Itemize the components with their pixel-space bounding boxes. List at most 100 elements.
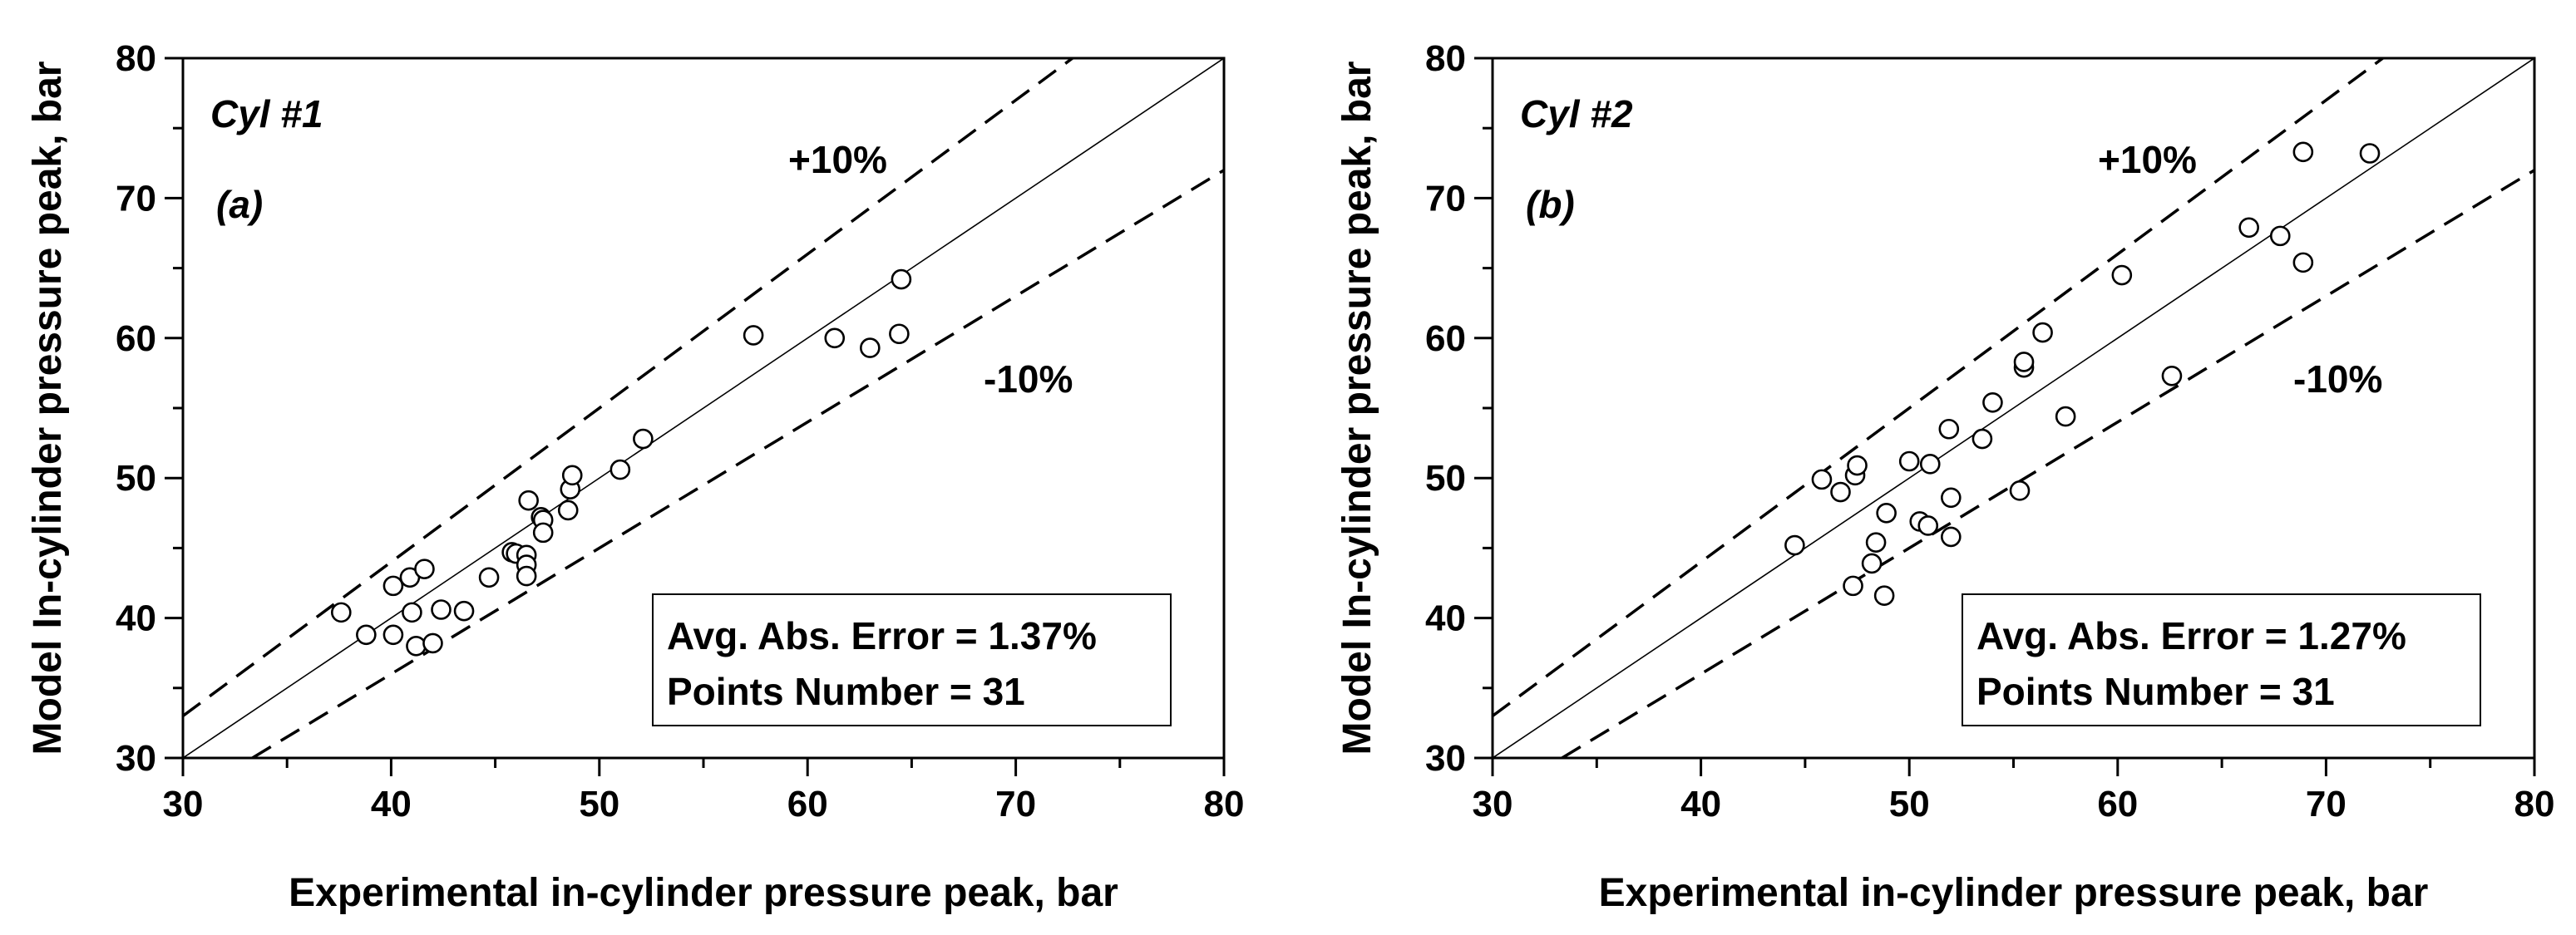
chart1-upper-band-label: +10% — [788, 138, 887, 181]
chart2-y-tick-label: 80 — [1425, 38, 1466, 79]
chart2-y-tick-label: 40 — [1425, 598, 1466, 639]
chart2-data-point — [2292, 252, 2314, 273]
chart1-subplot-label: (a) — [216, 183, 263, 226]
chart2-subplot-label: (b) — [1526, 183, 1575, 226]
chart2-data-point — [1830, 481, 1851, 503]
chart2-data-point — [1971, 428, 1993, 450]
chart1-x-axis-title: Experimental in-cylinder pressure peak, … — [289, 871, 1118, 915]
chart1-x-tick-label: 80 — [1204, 784, 1245, 824]
chart2-avg-error-text: Avg. Abs. Error = 1.27% — [1976, 614, 2406, 657]
chart1-stats-box — [652, 593, 1172, 726]
chart1-data-point — [633, 428, 654, 450]
chart2-y-axis-title: Model In-cylinder pressure peak, bar — [1335, 62, 1379, 755]
chart2-data-point — [1917, 515, 1939, 536]
chart2-panel: 30 40 50 60 70 80 30 40 50 60 70 80 Experimental in-… — [1335, 38, 2554, 915]
chart1-x-tick-label: 50 — [579, 784, 619, 824]
chart2-data-point — [2009, 480, 2031, 501]
chart1-data-point — [414, 559, 435, 579]
chart2-data-point — [1938, 418, 1960, 440]
chart2-upper-10pct-line — [1493, 58, 2384, 717]
chart2-data-point — [1843, 575, 1863, 597]
chart2-data-point — [1898, 450, 1920, 472]
chart2-stats-box — [1962, 593, 2481, 726]
chart2-data-point — [1811, 469, 1833, 490]
chart2-data-point — [1982, 391, 2003, 413]
chart1-data-point — [478, 567, 500, 588]
chart2-data-point — [2013, 352, 2035, 372]
chart1-y-tick-label: 30 — [116, 738, 156, 779]
chart1-identity-line — [183, 58, 1224, 758]
chart2-y-tick-label: 70 — [1425, 178, 1466, 219]
chart1-x-tick-label: 70 — [995, 784, 1036, 824]
chart1-y-tick-label: 50 — [116, 458, 156, 499]
chart2-plot-frame — [1491, 57, 2536, 760]
chart1-lower-band-label: -10% — [984, 357, 1073, 401]
chart2-points-number-text: Points Number = 31 — [1976, 670, 2335, 713]
chart1-data-point — [356, 624, 377, 646]
chart1-data-point — [609, 459, 631, 480]
chart2-lower-10pct-line — [1561, 169, 2534, 758]
chart2-data-point — [1919, 454, 1941, 475]
chart2-upper-band-label: +10% — [2098, 138, 2197, 181]
chart1-y-axis-title: Model In-cylinder pressure peak, bar — [26, 62, 70, 755]
chart1-data-point — [453, 600, 475, 622]
chart2-data-point — [2055, 406, 2076, 427]
chart2-y-tick-label: 60 — [1425, 318, 1466, 359]
chart1-data-point — [406, 635, 427, 657]
chart1-data-point — [743, 325, 764, 346]
chart1-x-tick-label: 60 — [787, 784, 828, 824]
chart1-y-tick-label: 60 — [116, 318, 156, 359]
chart1-data-point — [860, 337, 881, 358]
chart2-x-tick-label: 30 — [1473, 784, 1513, 824]
chart2-data-point — [1941, 487, 1962, 509]
chart2-data-point — [2111, 264, 2133, 286]
chart1-data-point — [516, 565, 537, 587]
chart1-x-tick-label: 30 — [163, 784, 204, 824]
chart2-data-point — [2292, 141, 2314, 163]
chart2-data-point — [2359, 143, 2381, 164]
chart1-lower-10pct-line — [251, 169, 1224, 758]
chart2-panel-label: Cyl #2 — [1520, 92, 1633, 135]
chart2-y-tick-label: 30 — [1425, 738, 1466, 779]
chart1-avg-error-text: Avg. Abs. Error = 1.37% — [667, 614, 1097, 657]
chart1-data-point — [422, 632, 443, 654]
chart2-x-tick-label: 40 — [1680, 784, 1721, 824]
chart2-x-tick-label: 80 — [2514, 784, 2555, 824]
chart1-data-point — [561, 465, 583, 486]
chart1-y-tick-label: 40 — [116, 598, 156, 639]
chart1-data-point — [518, 490, 539, 511]
chart2-data-point — [2032, 322, 2053, 343]
chart1-y-tick-label: 70 — [116, 178, 156, 219]
chart1-data-point — [891, 268, 912, 290]
chart1-plot-frame — [181, 57, 1226, 760]
chart1-data-point — [402, 602, 422, 623]
chart2-y-tick-label: 50 — [1425, 458, 1466, 499]
chart2-data-point — [1784, 534, 1805, 556]
chart2-data-point — [1847, 455, 1868, 476]
chart1-data-point — [532, 522, 554, 544]
chart2-data-point — [1873, 585, 1895, 606]
chart2-x-tick-label: 60 — [2097, 784, 2138, 824]
chart1-data-point — [557, 499, 579, 521]
chart2-data-point — [1861, 553, 1883, 574]
chart2-x-tick-label: 50 — [1889, 784, 1930, 824]
chart1-data-point — [431, 599, 452, 620]
chart2-x-tick-label: 70 — [2306, 784, 2347, 824]
chart1-data-point — [889, 323, 910, 345]
chart2-data-point — [2238, 217, 2259, 239]
chart2-data-point — [1941, 526, 1962, 548]
chart1-data-point — [382, 624, 404, 646]
chart2-identity-line — [1493, 58, 2534, 758]
chart1-data-point — [382, 575, 404, 597]
chart2-data-point — [1865, 532, 1887, 553]
chart2-data-point — [2161, 365, 2183, 386]
chart2-lower-band-label: -10% — [2293, 357, 2382, 401]
chart2-x-axis-title: Experimental in-cylinder pressure peak, … — [1599, 871, 2429, 915]
chart2-data-point — [1876, 502, 1897, 524]
chart1-data-point — [824, 327, 846, 349]
chart1-points-number-text: Points Number = 31 — [667, 670, 1025, 713]
chart1-upper-10pct-line — [183, 58, 1073, 717]
chart1-y-tick-label: 80 — [116, 38, 156, 79]
